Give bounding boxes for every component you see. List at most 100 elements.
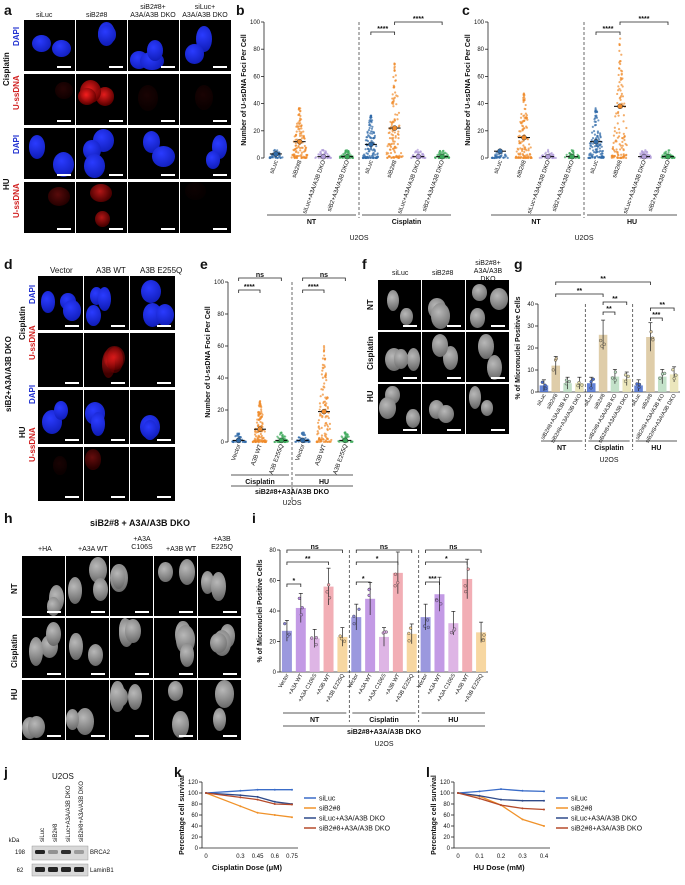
data-point: [590, 138, 593, 142]
group-label: HU: [448, 717, 458, 724]
blot-band-laminb1: [48, 867, 58, 872]
svgB-y-tick-label: 60: [253, 74, 260, 80]
series-line: [205, 789, 292, 794]
data-point: [328, 427, 331, 431]
blot-band-brca2: [48, 850, 58, 854]
marker-198: 198: [15, 850, 26, 856]
data-point: [253, 437, 257, 440]
series-point: [273, 788, 276, 791]
cell-nucleus: [62, 299, 82, 321]
data-point: [591, 149, 595, 152]
data-point: [588, 147, 592, 150]
svgK-y-tick-label: 20: [191, 835, 198, 841]
data-point: [268, 156, 271, 160]
data-point: [521, 128, 524, 131]
series-point: [291, 788, 293, 791]
data-point: [375, 145, 378, 148]
data-point: [523, 146, 526, 149]
data-point: [503, 156, 506, 159]
replicate-dot: [393, 584, 397, 588]
bar: [448, 623, 459, 672]
panel-d-group-cisplatin: Cisplatin: [18, 306, 27, 340]
replicate-dot: [297, 596, 301, 600]
data-point: [276, 440, 279, 444]
replicate-dot: [422, 624, 427, 628]
bar: [669, 374, 679, 392]
cell-nucleus: [31, 34, 52, 53]
data-point: [618, 80, 621, 84]
cell-nucleus: [156, 304, 175, 327]
scale-bar: [447, 325, 461, 327]
condition-label: A3B E255Q: [333, 443, 350, 475]
data-point: [370, 127, 374, 130]
cell-nucleus: [431, 303, 451, 329]
data-point: [304, 436, 307, 440]
data-point: [596, 130, 600, 133]
panel-f-label: f: [362, 256, 367, 272]
x-tick-label: 0.45: [252, 854, 264, 860]
bar: [309, 638, 320, 672]
data-point: [300, 134, 303, 137]
replicate-mean: [545, 153, 551, 160]
scale-bar: [213, 228, 227, 230]
scale-bar: [57, 66, 71, 68]
data-point: [436, 153, 439, 156]
data-point: [438, 149, 442, 153]
replicate-mean: [497, 148, 503, 154]
replicate-dot: [464, 590, 468, 594]
replicate-dot: [602, 342, 606, 346]
scale-bar: [157, 439, 171, 441]
data-point: [367, 129, 371, 132]
replicate-mean: [342, 437, 349, 444]
cell-nucleus: [471, 284, 488, 302]
svgI-y-tick-label: 0: [273, 670, 277, 676]
data-point: [387, 143, 390, 146]
replicate-dot: [435, 598, 439, 603]
cell-nucleus: [84, 449, 102, 470]
data-point: [437, 156, 440, 160]
replicate-mean: [368, 141, 374, 148]
significance-bracket: [286, 549, 343, 553]
significance-label: ****: [639, 16, 650, 23]
series-point: [239, 794, 242, 797]
cell-nucleus: [379, 397, 397, 419]
group-label: Cisplatin: [392, 219, 422, 226]
panel-a-micrograph: [24, 74, 75, 125]
panel-h-micrograph: [198, 680, 241, 740]
lane-label: siB2#8: [53, 823, 59, 842]
panel-h-micrograph: [110, 680, 153, 740]
panel-a-micrograph: [76, 182, 127, 233]
replicate-mean: [391, 125, 398, 131]
data-point: [395, 94, 398, 97]
data-point: [621, 77, 624, 80]
replicate-dot: [663, 371, 667, 376]
x-tick-label: 0: [456, 854, 460, 860]
data-point: [391, 101, 394, 104]
significance-label: ***: [428, 576, 436, 583]
data-point: [297, 154, 300, 158]
data-point: [389, 144, 392, 147]
data-point: [399, 151, 403, 155]
panel-a-group-hu: HU: [2, 178, 11, 190]
significance-bracket: [355, 549, 413, 553]
panel-a-group-cisplatin: Cisplatin: [2, 52, 11, 86]
data-point: [622, 114, 625, 117]
panel-a-micrograph: [128, 128, 179, 179]
panel-a-micrograph: [180, 182, 231, 233]
svgI-y-tick-label: 40: [269, 609, 276, 615]
data-point: [368, 121, 371, 124]
data-point: [369, 114, 372, 117]
group-label: NT: [531, 219, 541, 226]
replicate-dot: [600, 344, 604, 348]
data-point: [620, 92, 624, 95]
data-point: [424, 156, 427, 159]
data-point: [526, 138, 530, 141]
data-point: [364, 148, 367, 151]
blot-band-laminb1: [74, 867, 84, 872]
data-point: [388, 137, 392, 140]
panel-a-col-0: siLuc: [36, 12, 53, 19]
data-point: [391, 93, 394, 96]
data-point: [316, 430, 319, 433]
data-point: [237, 433, 241, 436]
svgB-y-tick-label: 100: [250, 20, 261, 26]
